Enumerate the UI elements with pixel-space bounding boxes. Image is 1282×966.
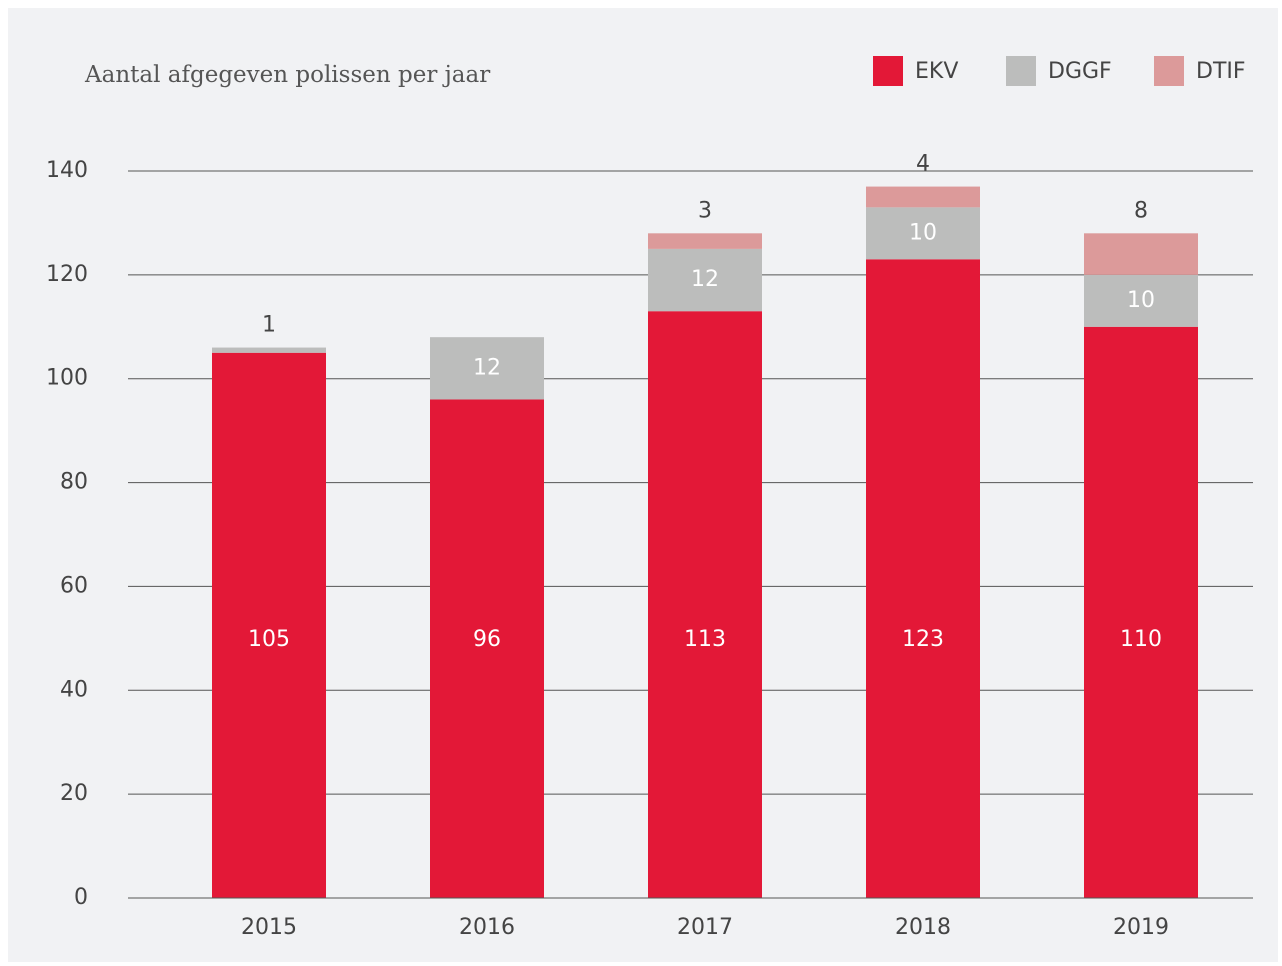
- bar-segment: [648, 311, 762, 898]
- value-label: 3: [698, 198, 712, 223]
- legend-swatch: [873, 56, 903, 86]
- value-label: 4: [916, 152, 930, 177]
- chart-title: Aantal afgegeven polissen per jaar: [84, 62, 490, 88]
- x-tick-label: 2018: [895, 915, 951, 940]
- y-tick-label: 120: [46, 262, 88, 287]
- x-tick-label: 2017: [677, 915, 733, 940]
- value-label: 110: [1120, 627, 1162, 652]
- y-tick-label: 0: [74, 885, 88, 910]
- legend-label: EKV: [915, 59, 958, 84]
- x-tick-label: 2019: [1113, 915, 1169, 940]
- bar-segment: [212, 352, 326, 898]
- value-label: 12: [691, 267, 719, 292]
- value-label: 105: [248, 627, 290, 652]
- legend-swatch: [1154, 56, 1184, 86]
- y-tick-label: 100: [46, 366, 88, 391]
- bar-segment: [1084, 326, 1198, 898]
- value-label: 1: [262, 313, 276, 338]
- value-label: 12: [473, 355, 501, 380]
- y-tick-label: 140: [46, 158, 88, 183]
- bar-segment: [866, 186, 980, 208]
- x-tick-label: 2016: [459, 915, 515, 940]
- bar-segment: [1084, 274, 1198, 327]
- bar-segment: [648, 233, 762, 249]
- bar-segment: [648, 248, 762, 312]
- bar-segment: [866, 259, 980, 898]
- bar-segment: [430, 399, 544, 898]
- value-label: 123: [902, 627, 944, 652]
- y-tick-label: 40: [60, 677, 88, 702]
- value-label: 10: [909, 220, 937, 245]
- value-label: 10: [1127, 288, 1155, 313]
- bar-segment: [430, 337, 544, 400]
- bar-segment: [1084, 233, 1198, 275]
- legend-label: DGGF: [1048, 59, 1112, 84]
- value-label: 8: [1134, 198, 1148, 223]
- bar-segment: [866, 207, 980, 260]
- legend-swatch: [1006, 56, 1036, 86]
- y-tick-label: 80: [60, 470, 88, 495]
- bar-segment: [212, 347, 326, 353]
- y-tick-label: 20: [60, 781, 88, 806]
- y-tick-label: 60: [60, 573, 88, 598]
- x-tick-label: 2015: [241, 915, 297, 940]
- value-label: 113: [684, 627, 726, 652]
- value-label: 96: [473, 627, 501, 652]
- legend-label: DTIF: [1196, 59, 1246, 84]
